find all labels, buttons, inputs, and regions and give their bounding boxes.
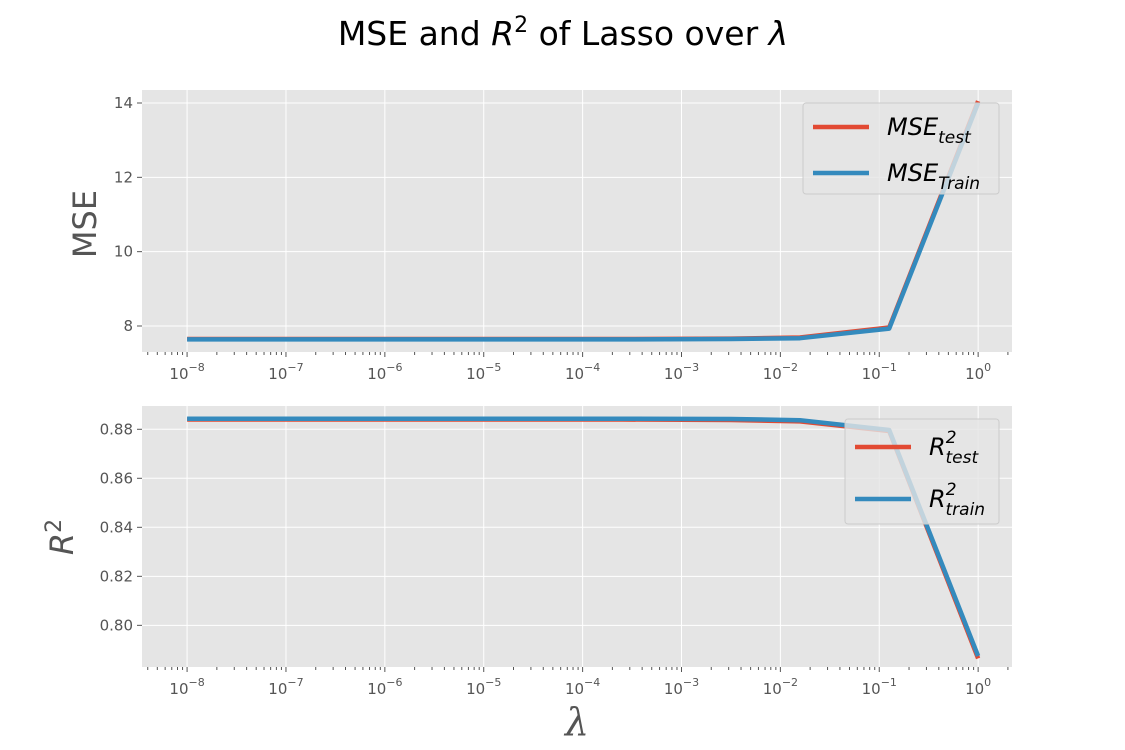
legend: R2 test R2 train [844, 418, 1000, 525]
y-tick-label: 12 [114, 168, 133, 186]
mse-panel: 10−8 10−7 10−6 10−5 10−4 10−3 10−2 10−1 100 8 10 12… [114, 90, 1012, 383]
x-tick-label: 10−6 [367, 676, 402, 698]
y-tick-label: 0.88 [100, 420, 133, 438]
legend-label-train: R2 train [929, 480, 985, 520]
r2-panel: 10−8 10−7 10−6 10−5 10−4 10−3 10−2 10−1 100 0.80 0… [100, 406, 1012, 698]
legend-label-test: R2 test [929, 428, 979, 468]
x-tick-label: 10−4 [565, 676, 600, 698]
y-tick-label: 0.82 [100, 567, 133, 585]
x-tick-label: 10−8 [169, 676, 204, 698]
x-tick-label: 10−1 [862, 361, 897, 383]
x-tick-label: 10−5 [466, 361, 501, 383]
x-tick-label: 10−5 [466, 676, 501, 698]
x-tick-label: 10−3 [664, 676, 699, 698]
x-tick-label: 10−3 [664, 361, 699, 383]
x-tick-label: 10−2 [763, 676, 798, 698]
chart-title: MSE and R2 of Lasso over λ [338, 13, 788, 53]
x-tick-label: 10−2 [763, 361, 798, 383]
x-tick-label: 100 [965, 676, 991, 698]
series-line-Train [187, 102, 981, 342]
legend-label-test: MSEtest [887, 113, 972, 148]
x-tick-label: 100 [965, 361, 991, 383]
y-tick-label: 0.84 [100, 518, 133, 536]
r2-y-axis-label: R2 [42, 519, 81, 555]
legend-label-Train: MSETrain [887, 159, 980, 194]
y-tick-label: 8 [123, 317, 133, 335]
x-tick-label: 10−1 [862, 676, 897, 698]
x-tick-label: 10−4 [565, 361, 600, 383]
x-tick-label: 10−7 [268, 676, 303, 698]
x-tick-label: 10−6 [367, 361, 402, 383]
x-tick-label: 10−8 [169, 361, 204, 383]
legend: MSEtest MSETrain [802, 102, 1000, 195]
y-tick-label: 14 [114, 94, 133, 112]
x-tick-label: 10−7 [268, 361, 303, 383]
y-tick-label: 0.86 [100, 469, 133, 487]
y-tick-label: 10 [114, 243, 133, 261]
mse-y-axis-label: MSE [66, 190, 104, 258]
y-tick-label: 0.80 [100, 616, 133, 634]
x-axis-label: λ [563, 700, 589, 744]
